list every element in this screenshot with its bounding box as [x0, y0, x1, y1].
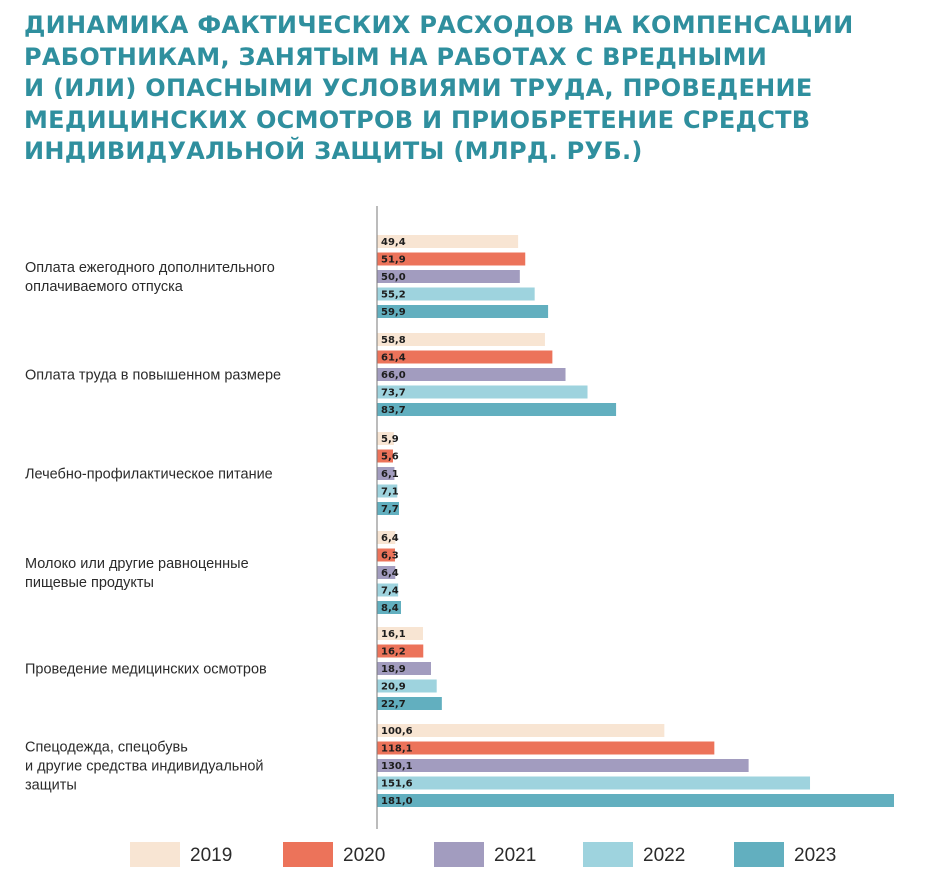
- category-label-line: защиты: [25, 778, 77, 794]
- bar-value-label: 5,6: [381, 452, 399, 463]
- bar-value-label: 16,2: [381, 647, 406, 658]
- bar-2020: [377, 741, 715, 755]
- category-label-line: оплачиваемого отпуска: [25, 279, 184, 295]
- bar-2023: [377, 601, 401, 614]
- bar-value-label: 55,2: [381, 290, 406, 301]
- bar-2022: [377, 385, 588, 399]
- bar-value-label: 5,9: [381, 434, 399, 445]
- bar-2020: [377, 449, 393, 463]
- bar-value-label: 7,4: [381, 586, 399, 597]
- bar-2023: [377, 697, 442, 710]
- bar-2022: [377, 484, 398, 498]
- bar-value-label: 73,7: [381, 388, 406, 399]
- category-label: Лечебно-профилактическое питание: [25, 467, 273, 483]
- bar-value-label: 100,6: [381, 726, 413, 737]
- category-label-line: Спецодежда, спецобувь: [25, 740, 188, 756]
- category-label: Проведение медицинских осмотров: [25, 662, 267, 678]
- legend-swatch-2021: [434, 842, 484, 867]
- bar-value-label: 7,7: [381, 504, 399, 515]
- bar-2023: [377, 403, 617, 416]
- bar-2020: [377, 644, 424, 658]
- bar-value-label: 49,4: [381, 237, 406, 248]
- legend-label: 2020: [343, 845, 385, 866]
- category-label-line: Оплата ежегодного дополнительного: [25, 260, 275, 276]
- chart-title-line: РАБОТНИКАМ, ЗАНЯТЫМ НА РАБОТАХ С ВРЕДНЫМ…: [24, 42, 768, 71]
- bar-value-label: 20,9: [381, 682, 406, 693]
- bar-2019: [377, 627, 423, 640]
- bar-value-label: 58,8: [381, 335, 406, 346]
- bar-series: 49,4 51,9 50,0 55,2 59,9 58,8 61,4 66,0 73,7 83,7…: [377, 235, 894, 807]
- legend-swatch-2019: [130, 842, 180, 867]
- bar-2020: [377, 350, 553, 364]
- bar-2019: [377, 531, 396, 544]
- category-label: Оплата труда в повышенном размере: [25, 368, 281, 384]
- bar-2020: [377, 252, 526, 266]
- bar-2019: [377, 724, 665, 737]
- bar-2021: [377, 566, 396, 579]
- bar-value-label: 118,1: [381, 744, 413, 755]
- legend-label: 2023: [794, 845, 836, 866]
- bar-value-label: 51,9: [381, 255, 406, 266]
- bar-2019: [377, 432, 394, 445]
- bar-value-label: 22,7: [381, 699, 406, 710]
- bar-2022: [377, 679, 437, 693]
- bar-2022: [377, 583, 399, 597]
- bar-value-label: 181,0: [381, 796, 413, 807]
- bar-value-label: 7,1: [381, 487, 399, 498]
- bar-value-label: 6,4: [381, 533, 399, 544]
- legend-swatch-2023: [734, 842, 784, 867]
- chart-title-line: МЕДИЦИНСКИХ ОСМОТРОВ И ПРИОБРЕТЕНИЕ СРЕД…: [24, 105, 811, 134]
- bar-2023: [377, 305, 549, 318]
- bar-2022: [377, 776, 811, 790]
- chart-title-line: И (ИЛИ) ОПАСНЫМИ УСЛОВИЯМИ ТРУДА, ПРОВЕД…: [24, 74, 813, 102]
- legend-label: 2021: [494, 845, 536, 866]
- bar-2021: [377, 368, 566, 381]
- bar-value-label: 8,4: [381, 603, 399, 614]
- bar-2023: [377, 502, 399, 515]
- legend: 2019 2020 2021 2022 2023: [130, 842, 836, 867]
- category-label: Спецодежда, спецобувь и другие средства и…: [25, 740, 264, 794]
- chart-title-line: ДИНАМИКА ФАКТИЧЕСКИХ РАСХОДОВ НА КОМПЕНС…: [24, 11, 854, 39]
- legend-swatch-2020: [283, 842, 333, 867]
- bar-value-label: 59,9: [381, 307, 406, 318]
- category-label-line: Молоко или другие равноценные: [25, 556, 249, 572]
- category-label-line: Лечебно-профилактическое питание: [25, 467, 273, 483]
- bar-2021: [377, 662, 431, 675]
- bar-value-label: 83,7: [381, 405, 406, 416]
- category-label-line: Проведение медицинских осмотров: [25, 662, 267, 678]
- bar-value-label: 61,4: [381, 353, 406, 364]
- bar-2023: [377, 794, 894, 807]
- bar-2021: [377, 759, 749, 772]
- bar-value-label: 6,4: [381, 568, 399, 579]
- category-label: Молоко или другие равноценные пищевые про…: [25, 556, 249, 591]
- category-labels: Оплата ежегодного дополнительного оплачив…: [25, 260, 281, 794]
- bar-value-label: 50,0: [381, 272, 406, 283]
- bar-2021: [377, 270, 520, 283]
- legend-label: 2019: [190, 845, 232, 866]
- bar-value-label: 18,9: [381, 664, 406, 675]
- bar-value-label: 66,0: [381, 370, 406, 381]
- bar-value-label: 130,1: [381, 761, 413, 772]
- category-label-line: и другие средства индивидуальной: [25, 759, 264, 775]
- chart-title-line: ИНДИВИДУАЛЬНОЙ ЗАЩИТЫ (МЛРД. РУБ.): [24, 137, 643, 165]
- bar-value-label: 16,1: [381, 629, 406, 640]
- bar-2020: [377, 548, 395, 562]
- category-label-line: Оплата труда в повышенном размере: [25, 368, 281, 384]
- legend-swatch-2022: [583, 842, 633, 867]
- bar-value-label: 151,6: [381, 779, 413, 790]
- bar-value-label: 6,3: [381, 551, 399, 562]
- category-label: Оплата ежегодного дополнительного оплачив…: [25, 260, 275, 295]
- category-label-line: пищевые продукты: [25, 575, 154, 591]
- bar-2021: [377, 467, 395, 480]
- chart-title: ДИНАМИКА ФАКТИЧЕСКИХ РАСХОДОВ НА КОМПЕНС…: [24, 10, 924, 168]
- bar-2019: [377, 235, 519, 248]
- legend-label: 2022: [643, 845, 685, 866]
- bar-value-label: 6,1: [381, 469, 399, 480]
- bar-2019: [377, 333, 545, 346]
- bar-2022: [377, 287, 535, 301]
